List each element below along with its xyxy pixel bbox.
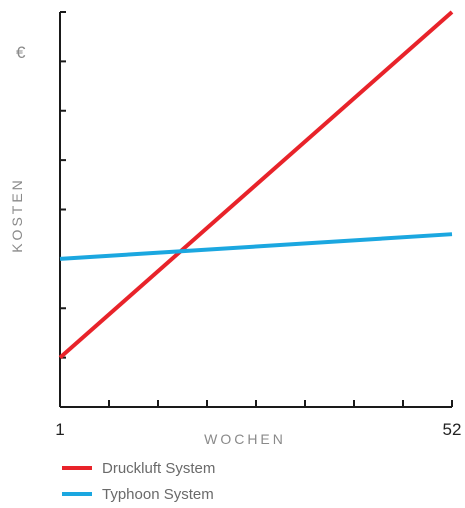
axes — [59, 11, 453, 408]
x-tick-label-start: 1 — [55, 420, 64, 439]
x-axis-title: WOCHEN — [204, 431, 286, 447]
legend-label-typhoon: Typhoon System — [102, 486, 214, 503]
x-tick-label-end: 52 — [443, 420, 462, 439]
y-unit-label: € — [16, 43, 26, 62]
legend-label-druckluft: Druckluft System — [102, 460, 215, 477]
series-layer — [58, 10, 454, 360]
series-line-typhoon — [59, 232, 453, 261]
legend: Druckluft System Typhoon System — [62, 460, 215, 503]
y-axis-title: KOSTEN — [9, 177, 25, 253]
series-line-druckluft — [58, 10, 454, 360]
